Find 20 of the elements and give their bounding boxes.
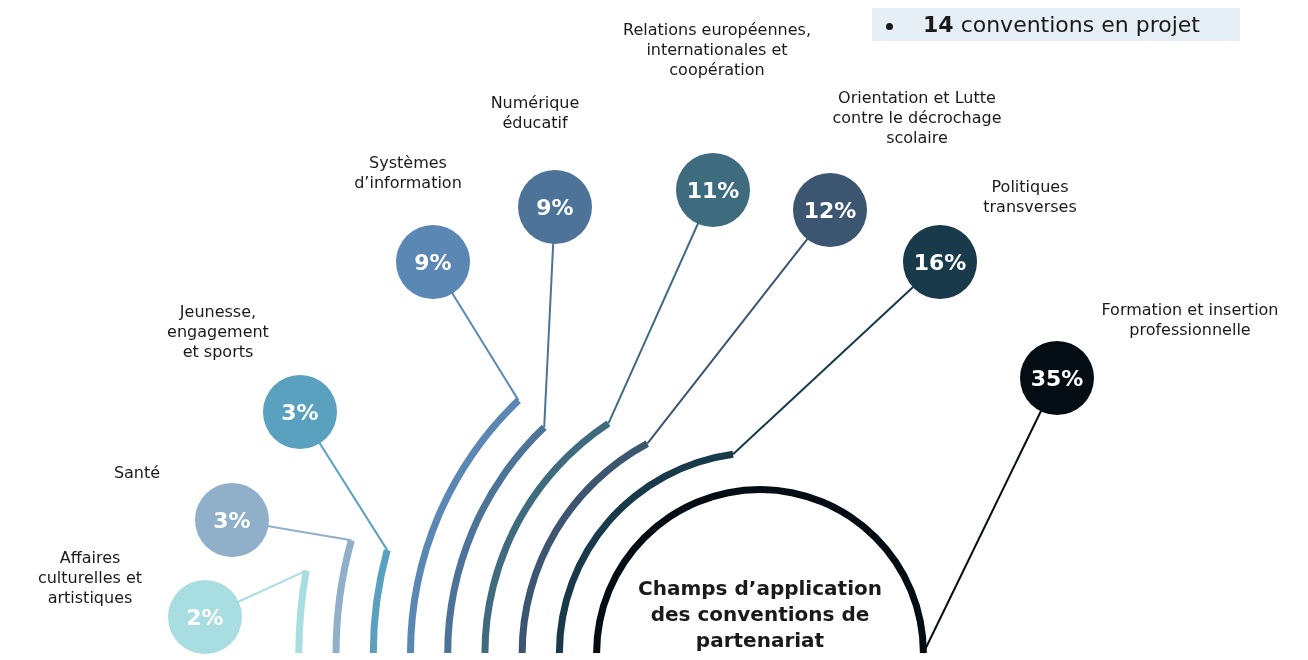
data-label: 2% xyxy=(186,605,224,630)
category-label: Politiques transverses xyxy=(983,177,1077,216)
category-label: Systèmes d’information xyxy=(354,153,462,192)
category-label: Relations européennes, internationales et coopération xyxy=(623,20,811,79)
text: Champs d’application des conventions de partenariat xyxy=(637,575,883,653)
category-label: Orientation et Lutte contre le décrochage scolaire xyxy=(832,88,1002,147)
data-label: 9% xyxy=(536,195,574,220)
category-label: Numérique éducatif xyxy=(490,93,580,132)
category-label: Formation et insertion professionnelle xyxy=(1101,300,1279,339)
category-label: Affaires culturelles et artistiques xyxy=(37,548,143,607)
data-label: 11% xyxy=(686,178,740,203)
data-label: 16% xyxy=(913,250,967,275)
category-label: Santé xyxy=(113,463,161,482)
data-label: 3% xyxy=(281,400,319,425)
data-label: 3% xyxy=(213,508,251,533)
note-card: 14 conventions en projet xyxy=(872,8,1240,41)
data-label: 35% xyxy=(1030,366,1084,391)
data-label: 12% xyxy=(803,198,857,223)
data-label: 9% xyxy=(414,250,452,275)
category-label: Jeunesse, engagement et sports xyxy=(167,302,269,361)
